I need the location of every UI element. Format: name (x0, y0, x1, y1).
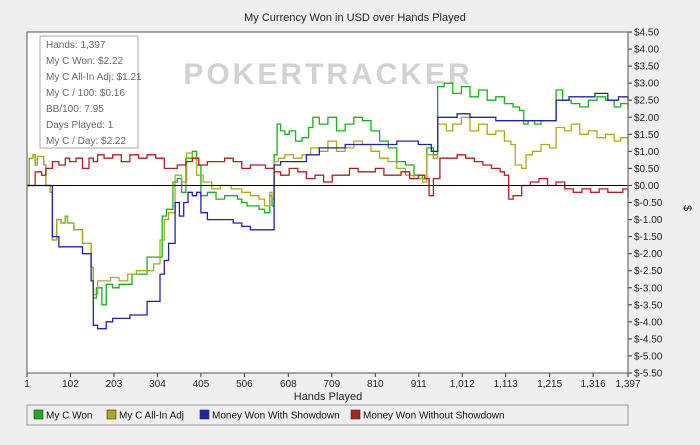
x-tick-label: 709 (323, 379, 340, 390)
legend-swatch (33, 409, 44, 420)
x-tick-label: 810 (367, 379, 384, 390)
y-tick-label: $3.00 (634, 79, 659, 90)
chart-title: My Currency Won in USD over Hands Played (244, 12, 466, 24)
axes-layer: 1 102 203 304 405 506 608 709 810 911 1,012 1,113 1,… (24, 28, 663, 391)
stats-box-frame (39, 35, 139, 149)
legend-label: My C All-In Adj (119, 411, 184, 422)
series-layer (27, 82, 629, 330)
y-tick-label: $2.50 (634, 96, 659, 107)
stats-line: My C Won: $2.22 (46, 56, 124, 67)
stats-line: My C / 100: $0.16 (46, 88, 125, 99)
x-tick-label: 1 (24, 379, 30, 390)
stats-line: BB/100: 7.95 (46, 104, 104, 115)
x-tick-label: 304 (149, 379, 166, 390)
watermark: POKERTRACKER (183, 58, 472, 91)
y-tick-label: $-0.50 (634, 198, 663, 209)
x-axis-title: Hands Played (294, 391, 363, 403)
x-tick-label: 1,316 (581, 379, 606, 390)
y-tick-label: $4.00 (634, 45, 659, 56)
series-line-2 (27, 116, 629, 296)
y-axis-title: $ (681, 205, 693, 211)
legend-swatch (106, 409, 117, 420)
y-tick-label: $-5.50 (634, 369, 663, 380)
stats-line: My C / Day: $2.22 (46, 136, 126, 147)
y-tick-label: $-4.00 (634, 317, 663, 328)
x-tick-label: 1,113 (494, 379, 519, 390)
stats-line: Days Played: 1 (46, 120, 114, 131)
legend-label: Money Won Without Showdown (363, 411, 505, 422)
y-tick-label: $0.00 (634, 181, 659, 192)
legend: My C Won My C All-In Adj Money Won With Sh… (26, 404, 629, 426)
y-tick-label: $-2.50 (634, 266, 663, 277)
y-tick-label: $0.50 (634, 164, 659, 175)
x-tick-label: 1,397 (615, 379, 640, 390)
x-tick-label: 405 (193, 379, 210, 390)
legend-label: Money Won With Showdown (212, 411, 340, 422)
y-tick-label: $-1.50 (634, 232, 663, 243)
series-line-4 (27, 154, 629, 200)
y-tick-label: $-1.00 (634, 215, 663, 226)
y-tick-label: $1.00 (634, 147, 659, 158)
y-tick-label: $-3.00 (634, 283, 663, 294)
x-tick-label: 911 (411, 379, 427, 390)
x-tick-label: 506 (236, 379, 253, 390)
legend-frame (26, 404, 629, 426)
y-tick-label: $2.00 (634, 113, 659, 124)
y-tick-label: $-2.00 (634, 249, 663, 260)
x-tick-label: 203 (106, 379, 123, 390)
x-tick-label: 1,012 (450, 379, 475, 390)
stats-line: My C All-In Adj: $1.21 (46, 72, 142, 83)
plot-border (26, 31, 629, 374)
y-tick-label: $4.50 (634, 28, 659, 39)
y-tick-label: $1.50 (634, 130, 659, 141)
y-tick-label: $-3.50 (634, 300, 663, 311)
legend-swatch (199, 409, 210, 420)
y-tick-label: $-4.50 (634, 334, 663, 345)
x-tick-label: 102 (62, 379, 79, 390)
stats-box: Hands: 1,397 My C Won: $2.22 My C All-In A… (39, 35, 142, 149)
legend-swatch (350, 409, 361, 420)
x-tick-label: 608 (280, 379, 297, 390)
x-tick-label: 1,215 (537, 379, 562, 390)
legend-label: My C Won (46, 411, 93, 422)
stats-line: Hands: 1,397 (46, 40, 106, 51)
series-line-3 (27, 92, 629, 330)
y-tick-label: $3.50 (634, 62, 659, 73)
y-tick-label: $-5.00 (634, 351, 663, 362)
